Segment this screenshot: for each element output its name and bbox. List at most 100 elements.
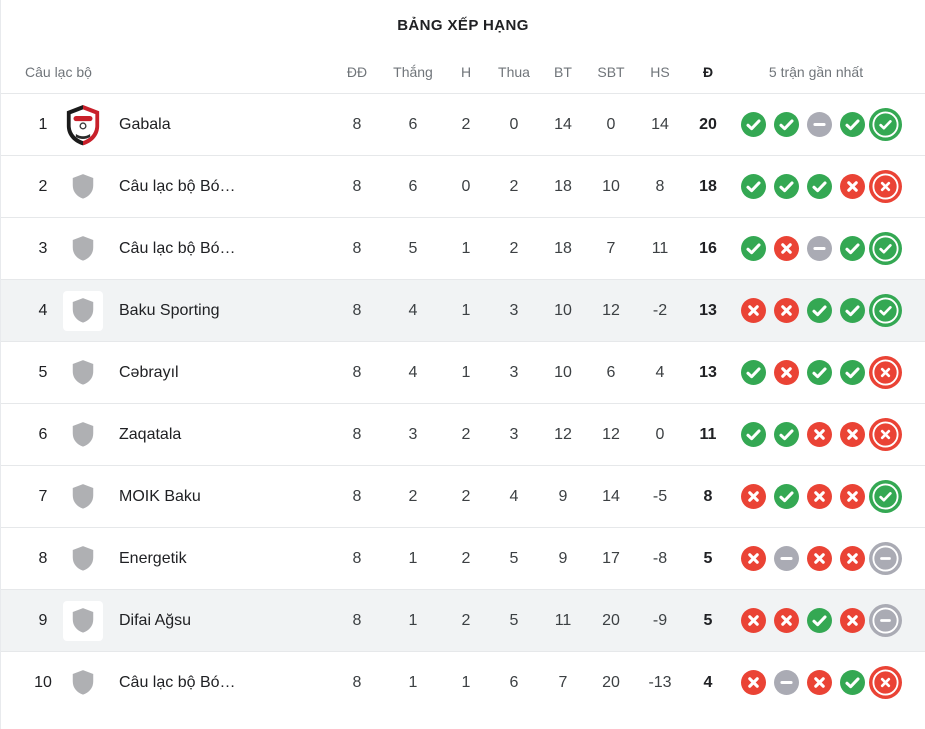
points-value: 20 [699, 115, 717, 133]
table-row[interactable]: 8 Energetik 8 1 2 5 9 17 -8 5 [1, 528, 925, 590]
wins-value: 6 [408, 115, 418, 133]
header-form: 5 trận gần nhất [768, 63, 864, 80]
goals-against-value: 14 [602, 487, 620, 505]
form-win-icon [774, 174, 799, 199]
club-name: Câu lạc bộ Bó… [119, 673, 236, 691]
played-value: 8 [352, 487, 362, 505]
club-name: Energetik [119, 549, 187, 567]
shield-icon [72, 359, 94, 385]
form-win-icon [840, 298, 865, 323]
club-name: Gabala [119, 115, 171, 133]
table-row[interactable]: 2 Câu lạc bộ Bó… 8 6 0 2 18 10 8 18 [1, 156, 925, 218]
form-win-icon [840, 112, 865, 137]
goals-against-value: 12 [602, 425, 620, 443]
draws-value: 2 [461, 549, 471, 567]
shield-icon [72, 235, 94, 261]
header-points: Đ [702, 63, 714, 80]
goals-against-value: 17 [602, 549, 620, 567]
crest-cell [61, 538, 105, 579]
form-loss-icon [869, 666, 902, 699]
points-value: 5 [703, 549, 713, 567]
club-crest [63, 290, 103, 331]
form-loss-icon [840, 422, 865, 447]
form-loss-icon [840, 546, 865, 571]
points-value: 16 [699, 239, 717, 257]
table-row[interactable]: 10 Câu lạc bộ Bó… 8 1 1 6 7 20 -13 4 [1, 652, 925, 713]
goal-diff-value: -8 [652, 549, 668, 567]
table-row[interactable]: 4 Baku Sporting 8 4 1 3 10 12 -2 13 [1, 280, 925, 342]
losses-value: 0 [509, 115, 519, 133]
table-row[interactable]: 9 Difai Ağsu 8 1 2 5 11 20 -9 5 [1, 590, 925, 652]
table-row[interactable]: 6 Zaqatala 8 3 2 3 12 12 0 11 [1, 404, 925, 466]
wins-value: 2 [408, 487, 418, 505]
club-name: Câu lạc bộ Bó… [119, 239, 236, 257]
crest-cell [61, 166, 105, 207]
form-icons [731, 480, 902, 513]
table-row[interactable]: 7 MOIK Baku 8 2 2 4 9 14 -5 8 [1, 466, 925, 528]
header-goals-for: BT [554, 63, 572, 80]
goal-diff-value: 11 [651, 239, 669, 257]
form-icons [731, 666, 902, 699]
played-value: 8 [352, 673, 362, 691]
form-win-icon [774, 112, 799, 137]
table-row[interactable]: 1 Gabala 8 6 2 0 14 0 14 20 [1, 94, 925, 156]
goals-for-value: 9 [558, 549, 568, 567]
form-icons [731, 170, 902, 203]
form-win-icon [840, 670, 865, 695]
played-value: 8 [352, 115, 362, 133]
form-win-icon [807, 360, 832, 385]
losses-value: 3 [509, 425, 519, 443]
crest-cell [61, 414, 105, 455]
wins-value: 6 [408, 177, 418, 195]
form-win-icon [869, 108, 902, 141]
draws-value: 1 [461, 673, 471, 691]
crest-cell [61, 290, 105, 331]
played-value: 8 [352, 425, 362, 443]
page-title: BẢNG XẾP HẠNG [397, 16, 529, 34]
crest-cell [61, 600, 105, 641]
standings-rows: 1 Gabala 8 6 2 0 14 0 14 20 2 Câu lạc bộ… [1, 94, 925, 713]
points-value: 8 [703, 487, 713, 505]
header-goals-against: SBT [597, 63, 625, 80]
goals-for-value: 18 [554, 177, 572, 195]
goals-against-value: 12 [602, 301, 620, 319]
form-win-icon [840, 360, 865, 385]
wins-value: 1 [408, 611, 418, 629]
form-win-icon [774, 484, 799, 509]
form-draw-icon [774, 670, 799, 695]
goals-for-value: 9 [558, 487, 568, 505]
crest-cell [61, 662, 105, 703]
form-win-icon [741, 236, 766, 261]
form-loss-icon [840, 174, 865, 199]
table-header: Câu lạc bộ ĐĐ Thắng H Thua BT SBT HS Đ 5… [1, 50, 925, 94]
form-win-icon [840, 236, 865, 261]
crest-cell [61, 228, 105, 269]
form-loss-icon [869, 356, 902, 389]
table-row[interactable]: 5 Cəbrayıl 8 4 1 3 10 6 4 13 [1, 342, 925, 404]
club-crest [63, 414, 103, 455]
rank-label: 4 [38, 301, 48, 319]
club-name: Baku Sporting [119, 301, 220, 319]
header-draws: H [460, 63, 472, 80]
rank-label: 10 [34, 673, 52, 691]
club-name: MOIK Baku [119, 487, 201, 505]
losses-value: 2 [509, 239, 519, 257]
rank-label: 2 [38, 177, 48, 195]
form-icons [731, 232, 902, 265]
club-crest [63, 104, 103, 145]
draws-value: 0 [461, 177, 471, 195]
goal-diff-value: 14 [651, 115, 669, 133]
form-win-icon [807, 298, 832, 323]
shield-icon [72, 297, 94, 323]
played-value: 8 [352, 177, 362, 195]
goals-against-value: 20 [602, 673, 620, 691]
form-loss-icon [807, 422, 832, 447]
table-row[interactable]: 3 Câu lạc bộ Bó… 8 5 1 2 18 7 11 16 [1, 218, 925, 280]
shield-icon [72, 483, 94, 509]
form-loss-icon [840, 608, 865, 633]
form-loss-icon [869, 418, 902, 451]
form-win-icon [741, 422, 766, 447]
goals-for-value: 12 [554, 425, 572, 443]
wins-value: 4 [408, 301, 418, 319]
shield-icon [72, 545, 94, 571]
